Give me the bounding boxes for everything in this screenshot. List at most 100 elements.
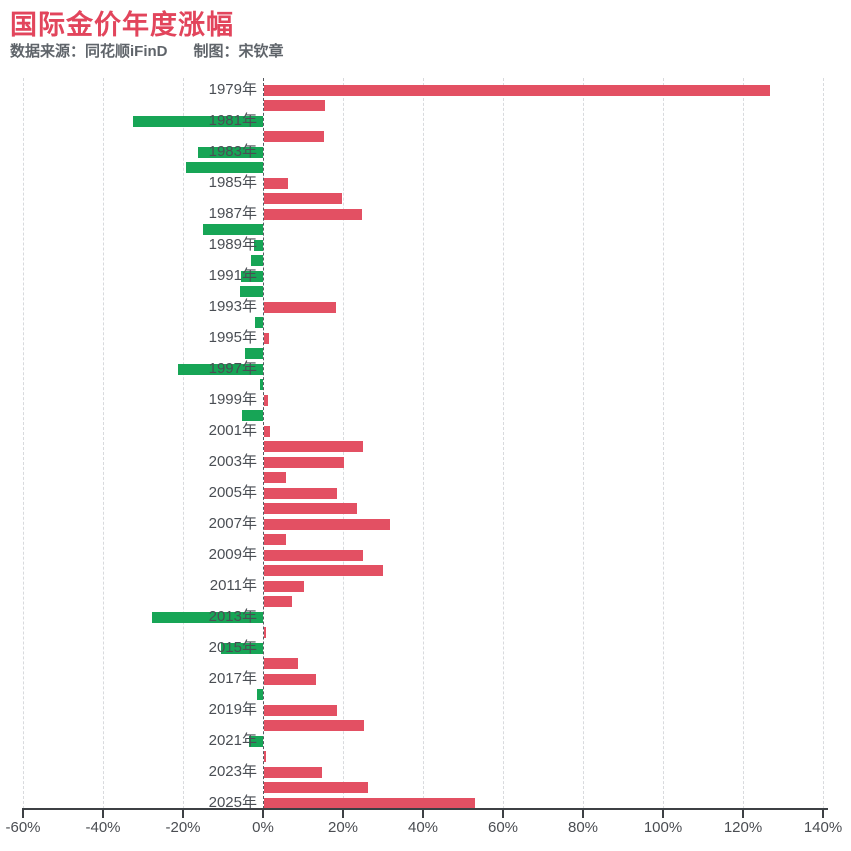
year-label-1985: 1985年: [208, 174, 257, 191]
x-tick-label: -40%: [85, 819, 121, 836]
bar-2020: [264, 720, 365, 731]
year-label-1987: 1987年: [208, 205, 257, 222]
bar-1998: [259, 379, 263, 390]
year-label-2017: 2017年: [208, 670, 257, 687]
bar-2010: [264, 565, 383, 576]
x-axis-tick: [582, 810, 584, 818]
bar-2023: [264, 766, 323, 778]
bar-1987: [264, 208, 363, 220]
bar-2022: [264, 751, 266, 762]
year-label-1983: 1983年: [208, 143, 257, 160]
bar-2011: [264, 580, 304, 592]
gridline: [103, 78, 104, 809]
x-axis-tick: [662, 810, 664, 818]
year-label-1989: 1989年: [208, 236, 257, 253]
zero-gridline: [263, 78, 264, 809]
bar-2021: [248, 735, 263, 747]
bar-1985: [264, 177, 288, 189]
x-axis-tick: [342, 810, 344, 818]
gridline: [423, 78, 424, 809]
x-axis-tick: [742, 810, 744, 818]
year-label-2007: 2007年: [208, 515, 257, 532]
year-label-2013: 2013年: [208, 608, 257, 625]
bar-1997: [177, 363, 263, 375]
chart-title: 国际金价年度涨幅: [10, 10, 234, 40]
bar-2025: [264, 797, 476, 809]
x-axis-tick: [22, 810, 24, 818]
year-label-2021: 2021年: [208, 732, 257, 749]
x-tick-label: -20%: [165, 819, 201, 836]
gridline: [503, 78, 504, 809]
gridline: [183, 78, 184, 809]
bar-2008: [264, 534, 286, 545]
year-label-2025: 2025年: [208, 794, 257, 811]
bar-1990: [251, 255, 263, 266]
x-axis-line: [22, 808, 828, 810]
bar-2004: [264, 472, 286, 483]
gridline: [743, 78, 744, 809]
bar-2019: [264, 704, 338, 716]
x-axis-tick: [182, 810, 184, 818]
year-label-1999: 1999年: [208, 391, 257, 408]
bar-2024: [264, 782, 368, 793]
bar-1992: [240, 286, 263, 297]
chart-subtitle: 数据来源：同花顺iFinD 制图：宋钦章: [10, 40, 284, 61]
bar-2000: [242, 410, 263, 421]
bar-2002: [264, 441, 364, 452]
x-tick-label: 80%: [567, 819, 599, 836]
year-label-2009: 2009年: [208, 546, 257, 563]
year-label-1979: 1979年: [208, 81, 257, 98]
x-axis-tick: [422, 810, 424, 818]
bar-2001: [264, 425, 270, 437]
bar-1980: [264, 100, 325, 111]
year-label-2019: 2019年: [208, 701, 257, 718]
gridline: [663, 78, 664, 809]
bar-1988: [203, 224, 263, 235]
x-axis-tick: [822, 810, 824, 818]
bar-2013: [151, 611, 263, 623]
bar-1984: [186, 162, 263, 173]
gridline: [583, 78, 584, 809]
x-tick-label: 0%: [252, 819, 274, 836]
bar-2003: [264, 456, 344, 468]
bar-1994: [255, 317, 263, 328]
x-axis-tick: [262, 810, 264, 818]
x-axis-tick: [502, 810, 504, 818]
x-tick-label: 140%: [803, 819, 843, 836]
bar-1982: [264, 131, 324, 142]
year-label-1997: 1997年: [208, 360, 257, 377]
year-label-1993: 1993年: [208, 298, 257, 315]
year-label-2001: 2001年: [208, 422, 257, 439]
year-label-1991: 1991年: [208, 267, 257, 284]
year-label-1981: 1981年: [208, 112, 257, 129]
bar-2017: [264, 673, 317, 685]
year-label-2011: 2011年: [209, 577, 257, 594]
year-label-1995: 1995年: [208, 329, 257, 346]
year-label-2023: 2023年: [208, 763, 257, 780]
x-tick-label: 120%: [723, 819, 763, 836]
bar-1989: [254, 239, 263, 251]
bar-1983: [197, 146, 263, 158]
bar-2012: [264, 596, 293, 607]
year-label-2003: 2003年: [208, 453, 257, 470]
bar-2015: [221, 642, 263, 654]
bar-1991: [241, 270, 263, 282]
bar-1986: [264, 193, 342, 204]
gridline: [23, 78, 24, 809]
year-label-2015: 2015年: [208, 639, 257, 656]
x-tick-label: 20%: [327, 819, 359, 836]
bar-1995: [264, 332, 269, 344]
bar-2014: [264, 627, 266, 638]
x-tick-label: 100%: [643, 819, 683, 836]
bar-2007: [264, 518, 391, 530]
x-axis-tick: [102, 810, 104, 818]
bar-1979: [264, 84, 770, 96]
data-source-label: 数据来源：同花顺iFinD: [10, 43, 168, 60]
bar-1999: [264, 394, 268, 406]
bar-2018: [256, 689, 263, 700]
bar-2009: [264, 549, 364, 561]
bar-2016: [264, 658, 298, 669]
x-tick-label: 40%: [407, 819, 439, 836]
